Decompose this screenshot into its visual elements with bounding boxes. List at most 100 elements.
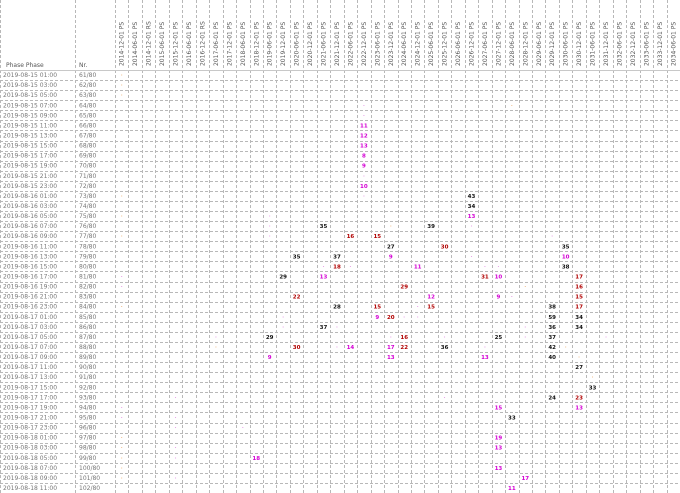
grid-cell[interactable]: · [121, 194, 123, 200]
grid-cell[interactable]: 27 [387, 244, 395, 250]
grid-cell[interactable]: · [121, 446, 123, 452]
grid-cell[interactable]: 42 [548, 345, 556, 351]
grid-cell[interactable]: 22 [293, 295, 301, 301]
grid-cell[interactable]: · [269, 224, 271, 230]
grid-cell[interactable]: · [336, 325, 338, 331]
grid-cell[interactable]: 35 [562, 244, 570, 250]
grid-cell[interactable]: · [121, 83, 123, 89]
grid-cell[interactable]: · [282, 315, 284, 321]
grid-cell[interactable]: · [511, 103, 513, 109]
grid-cell[interactable]: 20 [387, 315, 395, 321]
grid-cell[interactable]: · [242, 426, 244, 432]
grid-cell[interactable]: 11 [360, 123, 368, 129]
grid-cell[interactable]: 8 [362, 154, 366, 160]
grid-cell[interactable]: 18 [333, 264, 341, 270]
grid-cell[interactable]: 17 [521, 476, 529, 482]
grid-cell[interactable]: 59 [548, 315, 556, 321]
grid-cell[interactable]: 23 [575, 395, 583, 401]
grid-cell[interactable]: · [390, 335, 392, 341]
grid-cell[interactable]: 16 [347, 234, 355, 240]
grid-cell[interactable]: 35 [293, 254, 301, 260]
grid-cell[interactable]: 13 [575, 405, 583, 411]
grid-cell[interactable]: 43 [468, 194, 476, 200]
grid-cell[interactable]: 15 [575, 295, 583, 301]
grid-cell[interactable]: · [363, 194, 365, 200]
grid-cell[interactable]: 13 [495, 466, 503, 472]
grid-cell[interactable]: 15 [495, 405, 503, 411]
grid-cell[interactable]: 29 [279, 274, 287, 280]
grid-cell[interactable]: 34 [575, 325, 583, 331]
grid-cell[interactable]: · [511, 295, 513, 301]
grid-cell[interactable]: 15 [373, 234, 381, 240]
grid-cell[interactable]: 17 [575, 305, 583, 311]
grid-cell[interactable]: · [121, 285, 123, 291]
grid-cell[interactable]: · [121, 274, 123, 280]
grid-cell[interactable]: · [551, 234, 553, 240]
grid-cell[interactable]: 22 [400, 345, 408, 351]
grid-cell[interactable]: · [524, 285, 526, 291]
grid-cell[interactable]: · [282, 325, 284, 331]
grid-cell[interactable]: 13 [360, 144, 368, 150]
grid-cell[interactable]: 11 [414, 264, 422, 270]
grid-cell[interactable]: · [484, 264, 486, 270]
grid-cell[interactable]: 28 [333, 305, 341, 311]
grid-cell[interactable]: 17 [575, 274, 583, 280]
grid-cell[interactable]: · [269, 234, 271, 240]
grid-cell[interactable]: 9 [389, 254, 393, 260]
grid-cell[interactable]: · [524, 335, 526, 341]
grid-cell[interactable]: 13 [495, 446, 503, 452]
grid-cell[interactable]: · [215, 335, 217, 341]
grid-cell[interactable]: 31 [481, 274, 489, 280]
grid-cell[interactable]: · [470, 254, 472, 260]
grid-cell[interactable]: · [349, 264, 351, 270]
grid-cell[interactable]: 34 [575, 315, 583, 321]
grid-cell[interactable]: 16 [400, 335, 408, 341]
grid-cell[interactable]: 9 [375, 315, 379, 321]
grid-cell[interactable]: · [390, 224, 392, 230]
grid-cell[interactable]: 24 [548, 395, 556, 401]
grid-cell[interactable]: · [121, 234, 123, 240]
grid-cell[interactable]: 11 [508, 486, 516, 492]
grid-cell[interactable]: · [174, 446, 176, 452]
grid-cell[interactable]: · [121, 466, 123, 472]
grid-cell[interactable]: 15 [373, 305, 381, 311]
grid-cell[interactable]: 30 [441, 244, 449, 250]
grid-cell[interactable]: 12 [427, 295, 435, 301]
grid-cell[interactable]: · [363, 174, 365, 180]
grid-cell[interactable]: · [121, 415, 123, 421]
grid-cell[interactable]: · [605, 335, 607, 341]
grid-cell[interactable]: · [121, 436, 123, 442]
grid-cell[interactable]: · [215, 345, 217, 351]
grid-cell[interactable]: · [565, 345, 567, 351]
grid-cell[interactable]: 38 [562, 264, 570, 270]
grid-cell[interactable]: · [174, 476, 176, 482]
grid-cell[interactable]: 38 [548, 305, 556, 311]
grid-cell[interactable]: · [322, 264, 324, 270]
grid-cell[interactable]: · [336, 345, 338, 351]
grid-cell[interactable]: 13 [481, 355, 489, 361]
grid-cell[interactable]: · [121, 456, 123, 462]
grid-cell[interactable]: 10 [562, 254, 570, 260]
grid-cell[interactable]: 37 [320, 325, 328, 331]
grid-cell[interactable]: · [121, 73, 123, 79]
grid-cell[interactable]: 13 [387, 355, 395, 361]
grid-cell[interactable]: · [444, 335, 446, 341]
grid-cell[interactable]: · [121, 93, 123, 99]
grid-cell[interactable]: 16 [575, 285, 583, 291]
grid-cell[interactable]: 12 [360, 133, 368, 139]
grid-cell[interactable]: 37 [548, 335, 556, 341]
grid-cell[interactable]: · [470, 224, 472, 230]
grid-cell[interactable]: 34 [468, 204, 476, 210]
grid-cell[interactable]: · [269, 214, 271, 220]
grid-cell[interactable]: 30 [293, 345, 301, 351]
grid-cell[interactable]: 9 [496, 295, 500, 301]
grid-cell[interactable]: 40 [548, 355, 556, 361]
grid-cell[interactable]: 33 [508, 415, 516, 421]
grid-cell[interactable]: · [121, 476, 123, 482]
grid-cell[interactable]: · [174, 415, 176, 421]
grid-cell[interactable]: · [174, 426, 176, 432]
grid-cell[interactable]: 29 [400, 285, 408, 291]
grid-cell[interactable]: 10 [360, 184, 368, 190]
grid-cell[interactable]: 18 [252, 456, 260, 462]
grid-cell[interactable]: · [174, 456, 176, 462]
